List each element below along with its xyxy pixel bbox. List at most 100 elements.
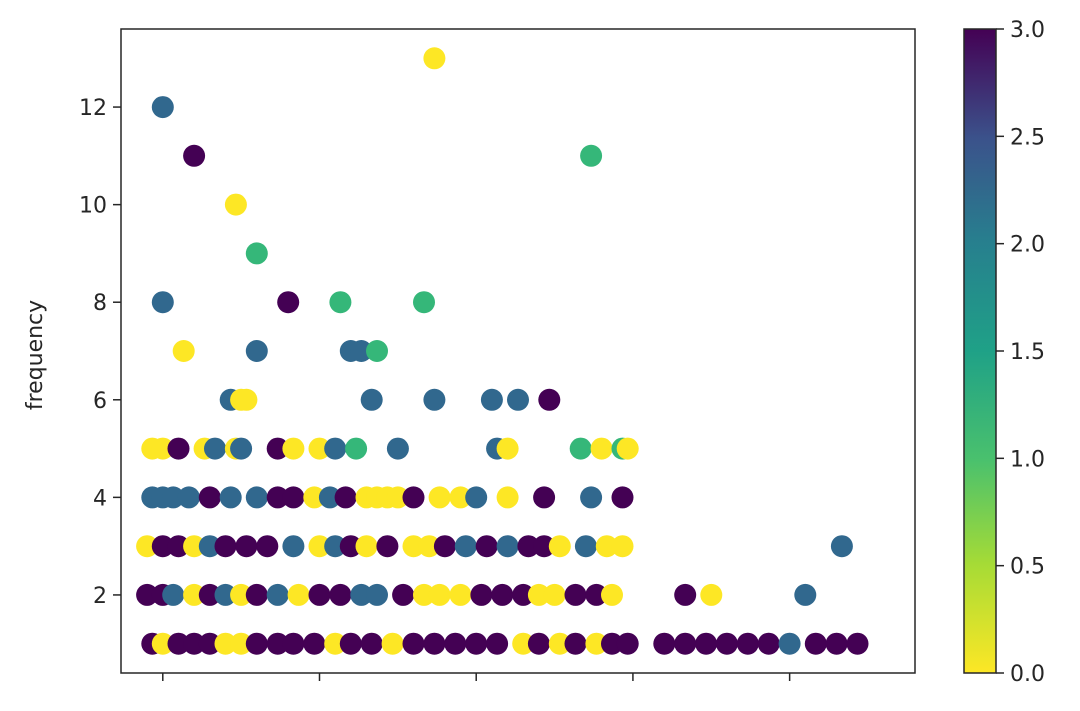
scatter-point <box>162 486 185 509</box>
scatter-point <box>334 486 357 509</box>
scatter-point <box>214 535 237 558</box>
scatter-point <box>543 583 566 606</box>
scatter-point <box>245 632 268 655</box>
scatter-point <box>266 437 289 460</box>
scatter-point <box>527 583 550 606</box>
colorbar-tick-label: 3.0 <box>1010 18 1045 43</box>
scatter-point <box>825 632 848 655</box>
scatter-point <box>601 632 623 655</box>
scatter-point <box>512 632 535 655</box>
scatter-point <box>245 583 268 606</box>
scatter-point <box>470 583 493 606</box>
scatter-point <box>507 388 529 411</box>
scatter-point <box>329 291 352 314</box>
scatter-point <box>355 535 378 558</box>
scatter-point <box>282 486 305 509</box>
scatter-point <box>574 535 597 558</box>
colorbar: 0.0 0.5 1.0 1.5 2.0 2.5 3.0 <box>963 18 1045 687</box>
scatter-point <box>674 583 697 606</box>
colorbar-tick-label: 1.5 <box>1010 340 1045 365</box>
scatter-point <box>177 486 200 509</box>
scatter-point <box>303 632 326 655</box>
colorbar-ticks: 0.0 0.5 1.0 1.5 2.0 2.5 3.0 <box>996 18 1045 687</box>
scatter-point <box>151 437 174 460</box>
scatter-point <box>794 583 817 606</box>
colorbar-tick-label: 2.5 <box>1010 125 1045 150</box>
colorbar-tick-label: 0.0 <box>1010 662 1045 687</box>
scatter-point <box>590 437 613 460</box>
scatter-point <box>804 632 827 655</box>
plot-background <box>121 29 915 673</box>
scatter-point <box>266 632 289 655</box>
scatter-point <box>245 340 268 362</box>
scatter-point <box>580 486 603 509</box>
scatter-point <box>538 388 561 411</box>
scatter-point <box>282 535 305 558</box>
scatter-point <box>475 535 498 558</box>
scatter-point <box>527 632 550 655</box>
scatter-point <box>151 96 174 119</box>
scatter-point <box>230 583 253 606</box>
scatter-point <box>167 535 190 558</box>
scatter-point <box>611 486 634 509</box>
scatter-point <box>230 632 253 655</box>
scatter-point <box>230 437 253 460</box>
scatter-point <box>308 583 331 606</box>
scatter-point <box>715 632 738 655</box>
scatter-point <box>350 340 373 362</box>
scatter-point <box>496 535 519 558</box>
scatter-point <box>569 437 592 460</box>
scatter-point <box>616 437 639 460</box>
scatter-point <box>428 486 451 509</box>
scatter-point <box>277 291 300 314</box>
scatter-point <box>444 632 467 655</box>
scatter-point <box>428 583 451 606</box>
scatter-point <box>245 242 268 265</box>
scatter-point <box>360 632 383 655</box>
scatter-point <box>449 486 472 509</box>
scatter-point <box>496 437 519 460</box>
scatter-point <box>183 144 206 167</box>
scatter-point <box>256 535 279 558</box>
scatter-point <box>418 535 441 558</box>
scatter-point <box>695 632 718 655</box>
scatter-point <box>167 632 190 655</box>
scatter-point <box>564 583 587 606</box>
scatter-point <box>204 437 226 460</box>
scatter-point <box>449 583 472 606</box>
scatter-point <box>303 486 326 509</box>
scatter-point <box>339 632 362 655</box>
scatter-point <box>345 437 368 460</box>
scatter-point <box>282 437 305 460</box>
scatter-point <box>402 486 425 509</box>
scatter-point <box>392 583 415 606</box>
scatter-point <box>266 583 289 606</box>
scatter-points <box>136 47 869 655</box>
scatter-point <box>324 437 347 460</box>
scatter-point <box>413 583 435 606</box>
y-tick-label: 8 <box>93 291 107 316</box>
scatter-point <box>324 535 347 558</box>
scatter-point <box>350 583 373 606</box>
scatter-point <box>423 47 446 70</box>
scatter-point <box>757 632 780 655</box>
scatter-point <box>198 583 221 606</box>
scatter-point <box>266 486 289 509</box>
scatter-point <box>846 632 869 655</box>
scatter-point <box>653 632 676 655</box>
scatter-point <box>318 486 341 509</box>
scatter-point <box>151 632 174 655</box>
scatter-point <box>517 535 540 558</box>
scatter-point <box>674 632 697 655</box>
scatter-point <box>616 632 639 655</box>
scatter-point <box>830 535 853 558</box>
scatter-point <box>548 535 571 558</box>
scatter-point <box>282 632 305 655</box>
y-axis: 2 4 6 8 10 12 <box>79 96 121 609</box>
scatter-point <box>366 583 388 606</box>
scatter-point <box>183 632 206 655</box>
y-tick-label: 12 <box>79 96 107 121</box>
scatter-point <box>433 535 456 558</box>
scatter-point <box>198 486 221 509</box>
scatter-point <box>198 632 221 655</box>
